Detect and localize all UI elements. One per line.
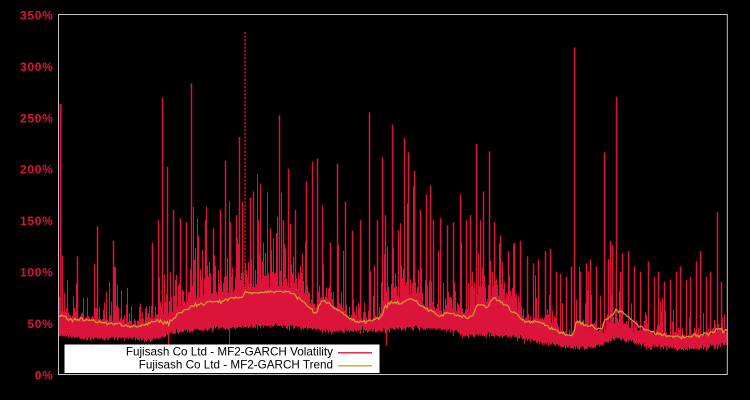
svg-text:200%: 200%: [20, 163, 54, 177]
svg-text:250%: 250%: [20, 111, 54, 125]
svg-text:150%: 150%: [20, 214, 54, 228]
svg-text:50%: 50%: [27, 317, 53, 331]
svg-text:Fujisash Co Ltd - MF2-GARCH Tr: Fujisash Co Ltd - MF2-GARCH Trend: [139, 358, 333, 371]
svg-text:Fujisash Co Ltd - MF2-GARCH Vo: Fujisash Co Ltd - MF2-GARCH Volatility: [126, 345, 333, 358]
svg-text:300%: 300%: [20, 60, 54, 74]
svg-text:0%: 0%: [35, 368, 54, 382]
svg-text:100%: 100%: [20, 266, 54, 280]
svg-text:350%: 350%: [20, 8, 54, 22]
